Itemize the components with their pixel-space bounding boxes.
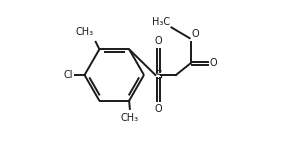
Text: H₃C: H₃C [152,17,170,27]
Text: Cl: Cl [64,70,73,80]
Text: S: S [154,69,162,81]
Text: O: O [154,104,162,114]
Text: CH₃: CH₃ [75,27,93,37]
Text: CH₃: CH₃ [121,113,139,123]
Text: O: O [154,36,162,46]
Text: O: O [191,29,199,39]
Text: O: O [209,58,217,68]
